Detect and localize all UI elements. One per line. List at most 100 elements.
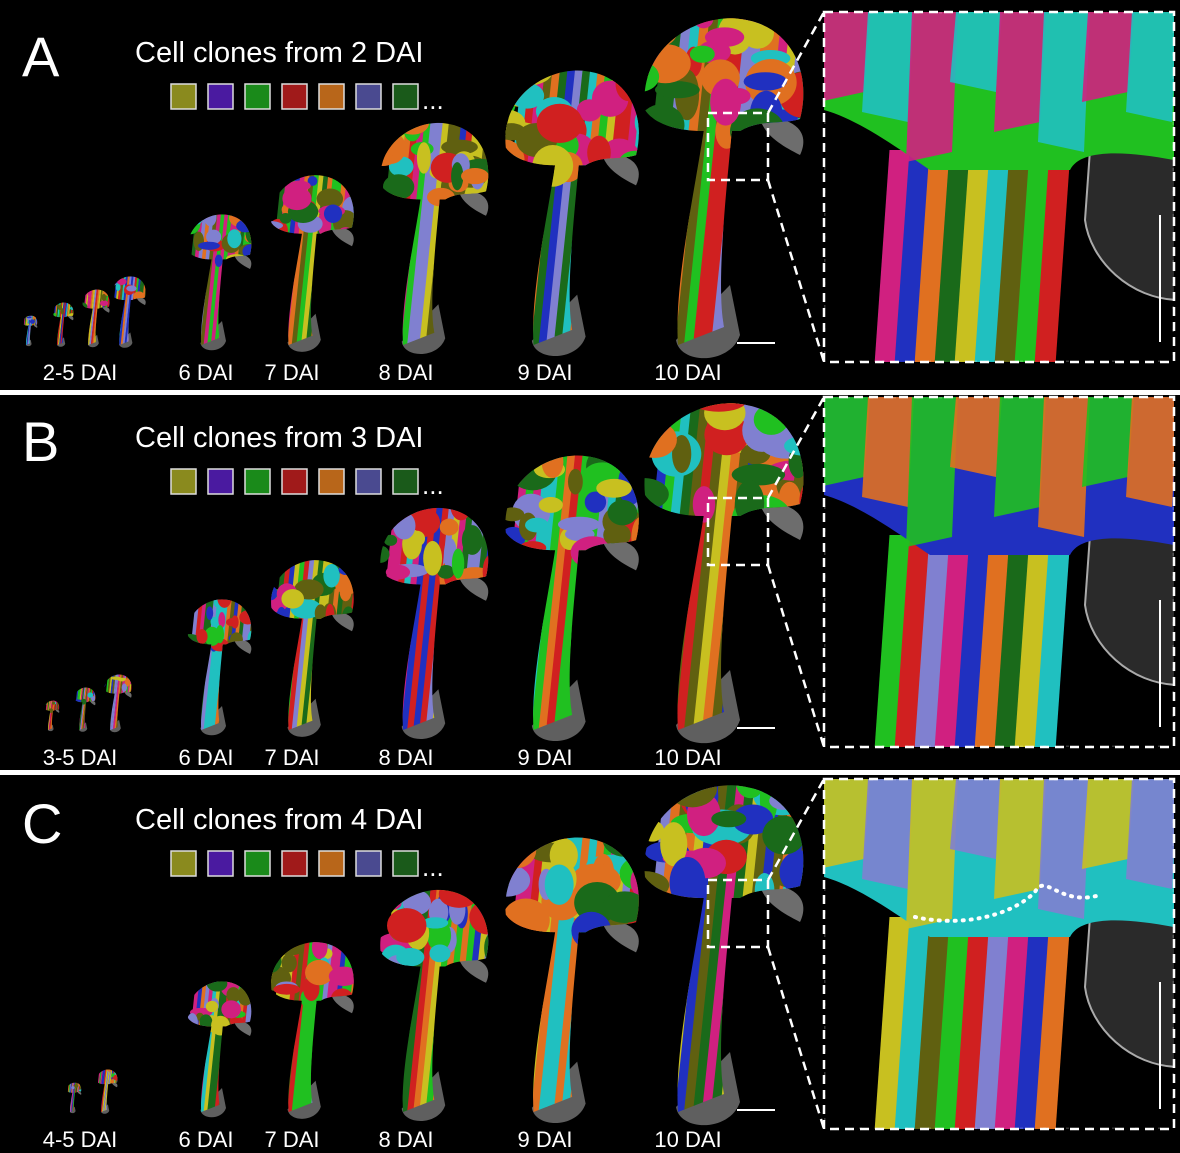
cap-clone (818, 12, 870, 102)
clone (429, 944, 450, 962)
stage-label: 6 DAI (178, 1127, 233, 1152)
clone (126, 285, 136, 291)
swatch (356, 469, 381, 494)
clone (305, 960, 333, 985)
cap-clone (1082, 779, 1134, 869)
stage-label: 10 DAI (654, 360, 721, 385)
ellipsis: ... (422, 85, 444, 115)
stage-label: 8 DAI (378, 745, 433, 770)
separator (0, 770, 1180, 775)
swatch (282, 851, 307, 876)
swatch (393, 851, 418, 876)
stage-label: 8 DAI (378, 360, 433, 385)
cap-clone (862, 779, 914, 889)
stage-label: 4-5 DAI (43, 1127, 118, 1152)
cap-clone (1082, 397, 1134, 487)
clone (386, 565, 410, 580)
stage-label: 10 DAI (654, 745, 721, 770)
swatch (393, 84, 418, 109)
inset (818, 779, 1180, 1137)
stage-label: 9 DAI (517, 1127, 572, 1152)
clone (87, 692, 93, 697)
cap-clone (906, 779, 958, 929)
clone (26, 323, 29, 325)
panel-title: Cell clones from 2 DAI (135, 37, 424, 69)
stage-label: 7 DAI (264, 1127, 319, 1152)
clone (596, 479, 632, 498)
panel-letter: C (22, 792, 62, 855)
cap-clone (1038, 397, 1090, 537)
clone (100, 300, 108, 306)
clone (461, 168, 489, 184)
clone (387, 908, 426, 943)
clone (440, 519, 459, 536)
cap-clone (906, 12, 958, 162)
stage-label: 2-5 DAI (43, 360, 118, 385)
clone (206, 1001, 218, 1012)
clone (711, 811, 746, 828)
stage-label: 6 DAI (178, 745, 233, 770)
swatch (393, 469, 418, 494)
cap-clone (862, 397, 914, 507)
swatch (319, 84, 344, 109)
clone (690, 46, 715, 63)
cap-clone (818, 779, 870, 869)
cap-clone (994, 397, 1046, 517)
clone (462, 525, 483, 555)
swatch (282, 469, 307, 494)
stage-label: 7 DAI (264, 745, 319, 770)
swatch (356, 851, 381, 876)
cap-clone (994, 779, 1046, 899)
clone (215, 255, 223, 267)
swatch (319, 469, 344, 494)
stage-label: 7 DAI (264, 360, 319, 385)
clone (281, 589, 304, 608)
panel-letter: B (22, 410, 59, 473)
clone (102, 294, 107, 301)
cap-clone (994, 12, 1046, 132)
stage-label: 3-5 DAI (43, 745, 118, 770)
clone (608, 500, 638, 525)
swatch (171, 851, 196, 876)
clone (52, 701, 55, 704)
panel-title: Cell clones from 4 DAI (135, 804, 424, 836)
stage-label: 9 DAI (517, 360, 572, 385)
cap-clone (950, 779, 1002, 859)
cap-clone (1038, 12, 1090, 152)
clone (539, 497, 563, 513)
cap-clone (950, 397, 1002, 477)
clone (71, 1086, 74, 1089)
clone (27, 317, 32, 319)
cap-clone (1082, 12, 1134, 102)
clone (227, 229, 241, 248)
swatch (208, 851, 233, 876)
swatch (245, 469, 270, 494)
clone (537, 104, 583, 143)
figure: A Cell clones from 2 DAI... 2-5 DAI 6 DAI 7 … (0, 0, 1180, 1153)
clone (198, 242, 220, 250)
clone (61, 308, 64, 314)
clone (282, 187, 311, 210)
ellipsis: ... (422, 470, 444, 500)
cap-clone (1126, 397, 1178, 507)
inset (818, 397, 1180, 755)
clone (197, 629, 208, 644)
inset (818, 12, 1180, 370)
cap-clone (950, 12, 1002, 92)
swatch (245, 851, 270, 876)
cap-clone (862, 12, 914, 122)
swatch (319, 851, 344, 876)
clone (452, 548, 464, 578)
swatch (171, 84, 196, 109)
cap-clone (1126, 779, 1178, 889)
clone (324, 204, 342, 223)
swatch (245, 84, 270, 109)
clone (30, 319, 35, 323)
panel-title: Cell clones from 3 DAI (135, 422, 424, 454)
cap-clone (906, 397, 958, 547)
stage-label: 6 DAI (178, 360, 233, 385)
clone (423, 541, 442, 576)
clone (323, 564, 339, 587)
clone (231, 615, 238, 628)
panel-letter: A (22, 25, 60, 88)
